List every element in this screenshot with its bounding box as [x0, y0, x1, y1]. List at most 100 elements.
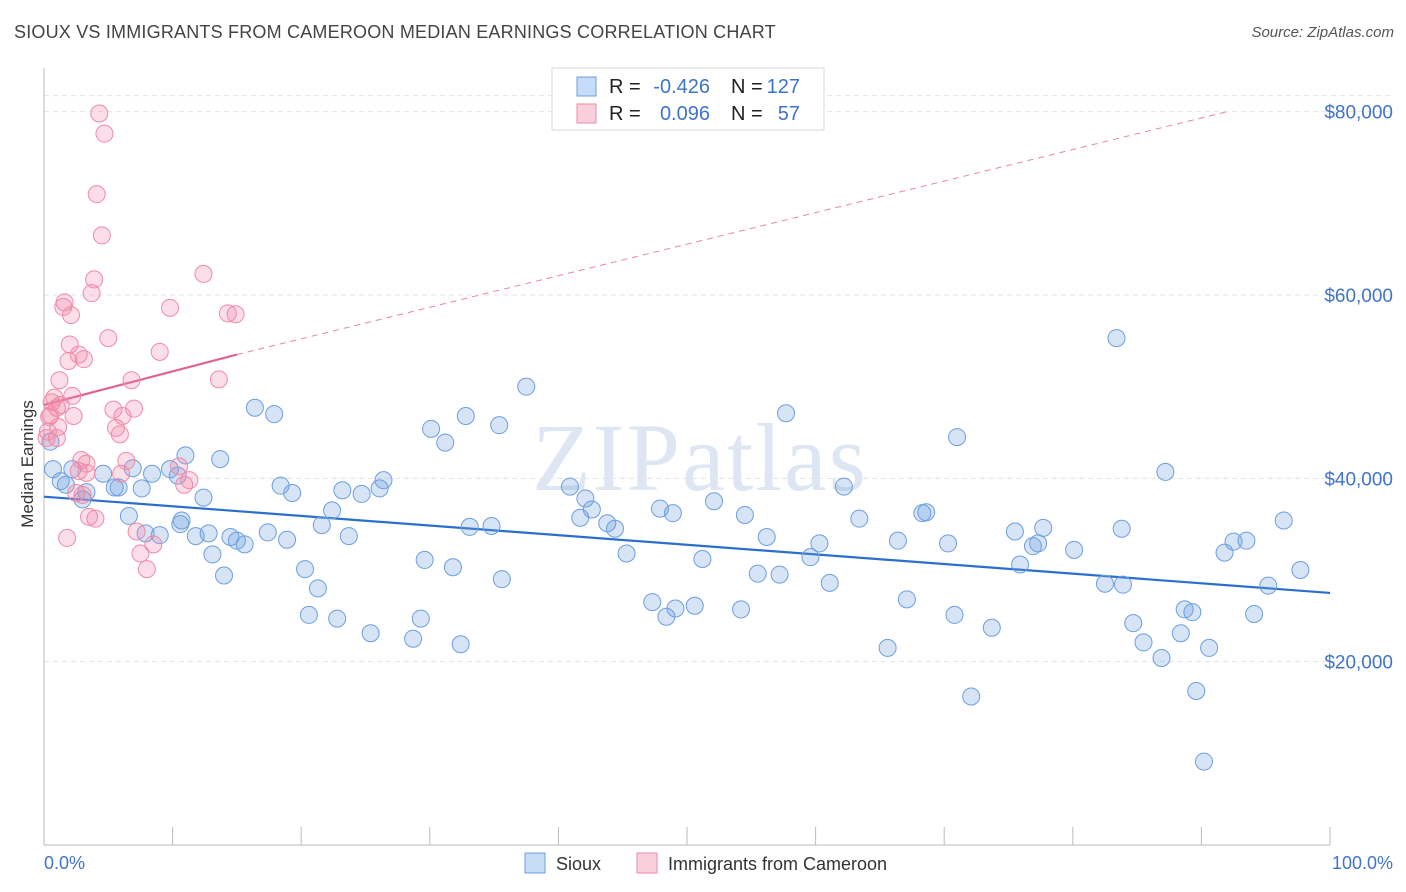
sioux-point	[1245, 605, 1264, 623]
trend-lines	[43, 111, 1331, 595]
sioux-point	[1171, 624, 1190, 643]
sioux-point	[1107, 329, 1126, 348]
sioux-point	[1291, 561, 1310, 579]
cameroon-point	[62, 306, 81, 325]
cameroon-point	[77, 463, 96, 482]
cameroon-point	[87, 185, 106, 204]
sioux-point	[576, 489, 595, 508]
stats-legend-box	[551, 67, 825, 131]
sioux-point	[982, 618, 1001, 637]
sioux-point	[172, 511, 191, 530]
sioux-point	[203, 545, 222, 564]
cameroon-point	[77, 454, 96, 473]
sioux-point	[1200, 638, 1219, 657]
sioux-point	[962, 687, 981, 706]
cameroon-point	[51, 396, 70, 414]
legend-sioux-label: Sioux	[556, 854, 601, 874]
sioux-point	[460, 517, 479, 536]
sioux-point	[705, 492, 724, 511]
cameroon-point	[226, 305, 245, 324]
sioux-point	[235, 535, 254, 554]
cameroon-point	[104, 400, 123, 419]
cameroon-point	[58, 528, 77, 547]
series-legend: Sioux Immigrants from Cameroon	[524, 852, 887, 874]
sioux-point	[361, 624, 380, 643]
cameroon-point	[144, 535, 163, 554]
cameroon-point	[131, 544, 150, 563]
grid-lines	[44, 95, 1394, 663]
sioux-point	[945, 605, 964, 624]
y-tick-labels: $20,000 $40,000 $60,000 $80,000	[1324, 103, 1393, 674]
sioux-point	[1194, 752, 1213, 771]
sioux-point	[801, 548, 820, 567]
sioux-point	[443, 558, 462, 577]
sioux-point	[878, 638, 897, 657]
sioux-point	[271, 476, 290, 495]
sioux-point	[482, 517, 501, 535]
sioux-point	[1113, 575, 1132, 594]
sioux-point	[456, 407, 475, 425]
cameroon-point	[37, 429, 56, 447]
sioux-point	[415, 550, 434, 569]
axes	[43, 68, 1331, 846]
sioux-point	[748, 564, 767, 583]
sioux-point	[666, 599, 685, 618]
y-axis-label: Median Earnings	[18, 400, 37, 528]
sioux-point	[582, 500, 601, 519]
cameroon-point	[92, 226, 111, 245]
y-tick-label: $60,000	[1324, 286, 1393, 307]
sioux-point	[917, 503, 936, 522]
cameroon-point	[82, 284, 101, 303]
sioux-point	[296, 560, 315, 579]
sioux-point	[211, 450, 230, 469]
legend-cameroon-swatch	[636, 852, 658, 874]
sioux-point	[820, 573, 839, 592]
sioux-point	[1034, 518, 1053, 537]
sioux-point	[123, 459, 142, 478]
sioux-point	[199, 524, 218, 543]
cameroon-point	[125, 399, 144, 418]
cameroon-point	[99, 329, 118, 348]
sioux-point	[283, 484, 302, 502]
sioux-point	[422, 419, 441, 438]
sioux-point	[643, 593, 662, 612]
sioux-point	[939, 534, 958, 553]
sioux-point	[1029, 534, 1048, 553]
sioux-point	[1187, 682, 1206, 700]
sioux-point	[810, 534, 829, 553]
cameroon-point	[218, 304, 237, 323]
sioux-point	[1183, 603, 1202, 622]
x-tick-labels: 0.0% 100.0%	[44, 853, 1393, 873]
sioux-point	[1124, 614, 1143, 633]
sioux-point	[451, 635, 470, 654]
sioux-point	[490, 416, 509, 435]
cameroon-point	[161, 298, 180, 317]
cameroon-point	[122, 371, 141, 390]
sioux-swatch	[576, 76, 597, 97]
legend-sioux-swatch	[524, 852, 546, 874]
sioux-point	[1274, 511, 1293, 530]
sioux-point	[517, 377, 536, 396]
data-points	[37, 104, 1310, 771]
cameroon-point	[69, 345, 88, 364]
sioux-point	[436, 433, 455, 452]
sioux-point	[1095, 574, 1114, 593]
sioux-point	[215, 566, 234, 585]
sioux-r-value: -0.426	[653, 76, 710, 98]
cameroon-point	[67, 484, 86, 502]
sioux-point	[1224, 532, 1243, 551]
stats-legend: R = -0.426 N = 127 R = 0.096 N = 57	[551, 67, 825, 131]
sioux-point	[693, 550, 712, 568]
cameroon-point	[86, 509, 105, 528]
sioux-point	[73, 490, 92, 509]
y-tick-label: $40,000	[1324, 469, 1393, 490]
x-tick-label: 0.0%	[44, 853, 85, 873]
sioux-point	[119, 506, 138, 525]
sioux-point	[94, 464, 113, 483]
sioux-point	[1011, 555, 1030, 574]
cameroon-point	[112, 464, 131, 483]
sioux-point	[560, 477, 579, 496]
sioux-point	[339, 527, 358, 546]
sioux-point	[150, 526, 169, 545]
